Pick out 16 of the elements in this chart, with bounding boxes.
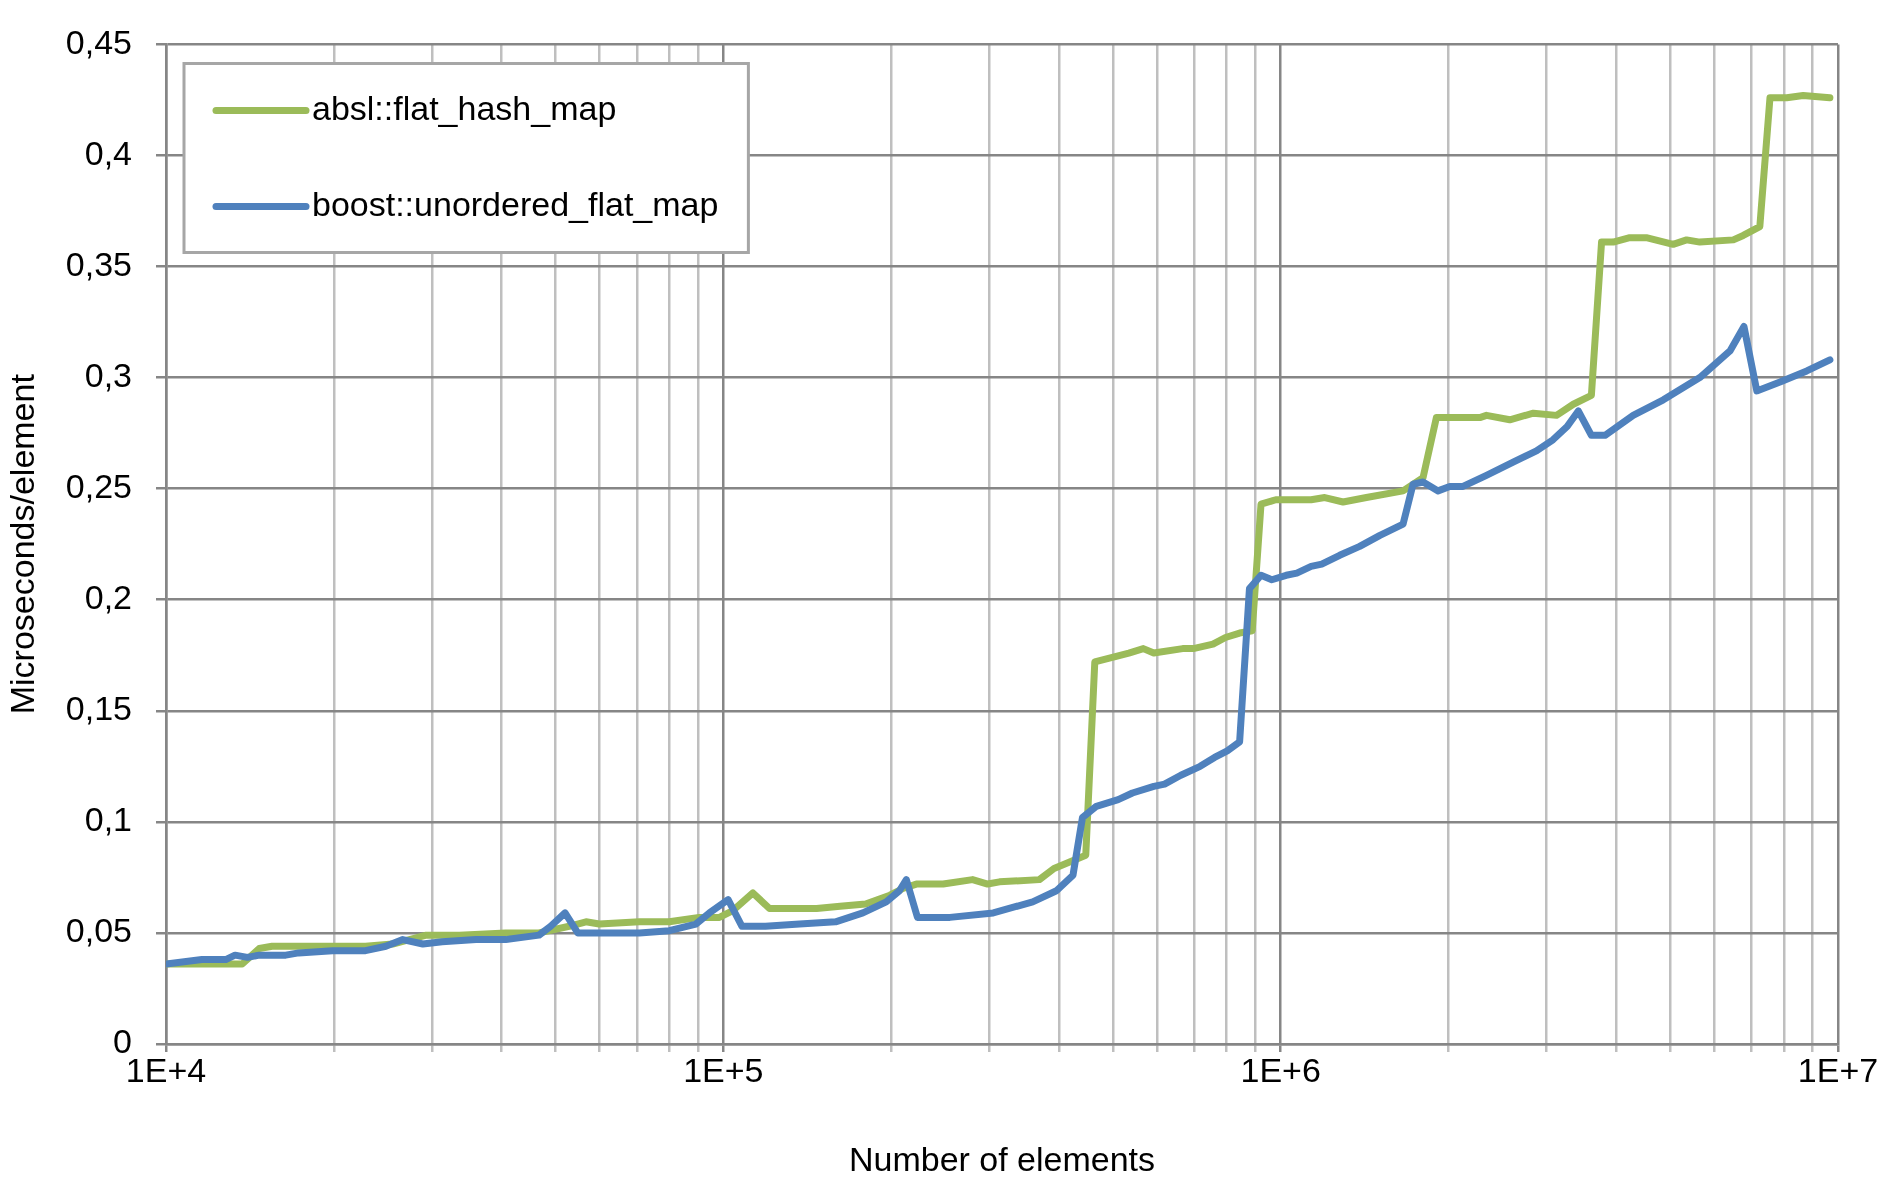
y-tick-label: 0,4 <box>84 133 132 172</box>
legend-label: absl::flat_hash_map <box>312 88 617 127</box>
x-tick-label: 1E+5 <box>683 1050 764 1089</box>
y-tick-label: 0,1 <box>84 800 132 839</box>
y-tick-label: 0,25 <box>65 467 132 506</box>
y-tick-label: 0,15 <box>65 689 132 728</box>
legend-label: boost::unordered_flat_map <box>312 184 719 223</box>
y-axis-title: Microseconds/element <box>2 373 41 715</box>
y-tick-label: 0,2 <box>84 578 132 617</box>
y-tick-label: 0,35 <box>65 244 132 283</box>
y-tick-label: 0,3 <box>84 355 132 394</box>
x-tick-label: 1E+7 <box>1797 1050 1879 1089</box>
y-tick-label: 0,45 <box>65 22 132 61</box>
x-axis-title: Number of elements <box>848 1139 1156 1178</box>
x-tick-label: 1E+6 <box>1240 1050 1321 1089</box>
y-tick-label: 0,05 <box>65 911 132 950</box>
